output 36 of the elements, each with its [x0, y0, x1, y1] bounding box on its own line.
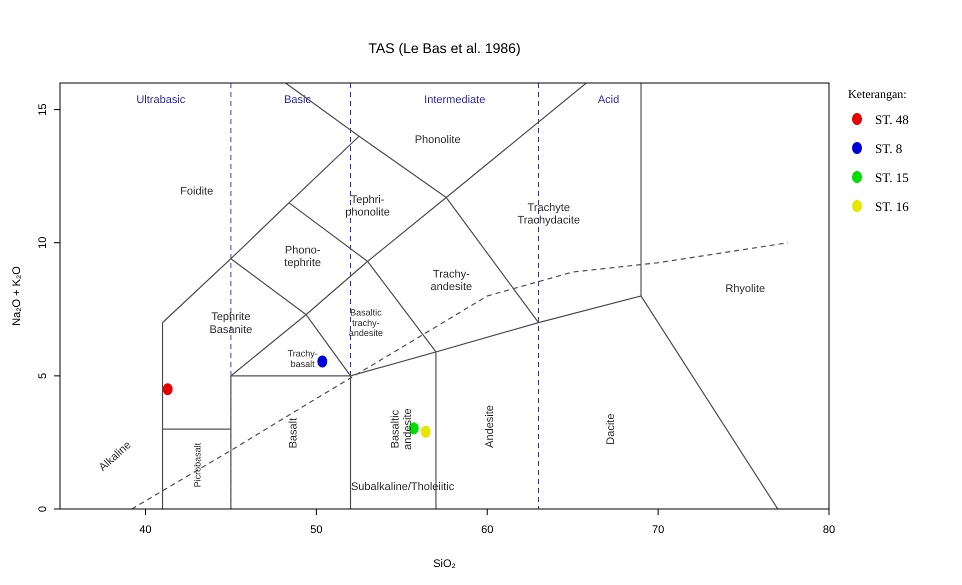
legend-title: Keterangan:	[848, 87, 907, 101]
annotation: Phonolite	[414, 134, 461, 146]
legend-label: ST. 15	[875, 170, 909, 185]
x-tick-label: 40	[139, 524, 152, 536]
x-tick-label: 50	[310, 524, 322, 536]
x-tick-label: 60	[481, 524, 494, 536]
annotation: Foidite	[180, 186, 214, 198]
y-axis-title: Na₂O + K₂O	[11, 266, 23, 326]
annotation: Andesite	[484, 405, 496, 448]
annotation: Tephri- phonolite	[345, 194, 390, 219]
annotation: Ultrabasic	[136, 94, 186, 106]
annotation: Phono- tephrite	[284, 244, 322, 270]
x-tick-label: 70	[652, 524, 664, 536]
annotation: Basalt	[287, 418, 300, 448]
annotation: Trachyte Trachydacite	[517, 202, 580, 227]
x-tick-label: 80	[822, 524, 836, 536]
annotation: Basaltic trachy- andesite	[348, 307, 383, 338]
annotation: Rhyolite	[725, 282, 766, 295]
y-tick-label: 10	[37, 236, 49, 249]
legend-label: ST. 48	[875, 112, 909, 127]
annotation: Basic	[284, 94, 312, 106]
y-tick-label: 5	[37, 372, 49, 379]
annotation: Acid	[598, 94, 620, 106]
x-axis-title: SiO₂	[433, 558, 456, 570]
legend-label: ST. 8	[875, 141, 902, 156]
annotation: Tephrite Basanite	[209, 311, 252, 336]
y-tick-label: 15	[37, 104, 49, 116]
annotation: Trachy- basalt	[288, 348, 318, 369]
annotation: Picrobasalt	[192, 442, 203, 488]
annotation: Basaltic andesite	[389, 408, 414, 450]
annotation: Trachy- andesite	[430, 268, 472, 294]
y-tick-label: 0	[37, 506, 49, 512]
legend-label: ST. 16	[875, 199, 910, 214]
annotation: Dacite	[605, 414, 618, 445]
annotation: Intermediate	[424, 94, 486, 106]
chart-title: TAS (Le Bas et al. 1986)	[368, 40, 521, 56]
